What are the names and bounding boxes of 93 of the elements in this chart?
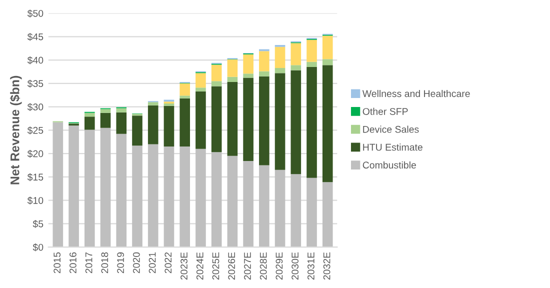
- bar: [290, 174, 302, 248]
- x-tick-label: 2024E: [196, 252, 204, 280]
- bar: [227, 82, 238, 156]
- x-tick-label: 2031E: [307, 252, 314, 280]
- bar: [164, 106, 174, 147]
- x-tick-label: 2025E: [212, 252, 220, 280]
- bar: [322, 59, 333, 66]
- bar: [196, 88, 206, 92]
- bar: [132, 116, 142, 146]
- bar: [180, 98, 190, 147]
- bar: [100, 128, 111, 248]
- bar: [196, 73, 206, 88]
- bar: [290, 43, 302, 66]
- x-tick-label: 2032E: [323, 252, 330, 280]
- legend-label: Device Sales: [363, 126, 419, 133]
- bar: [211, 81, 222, 86]
- bar: [100, 112, 111, 128]
- bar: [322, 182, 333, 248]
- y-tick-label: $35: [27, 80, 44, 88]
- y-axis-title: Net Revenue ($bn): [10, 76, 22, 184]
- bar: [116, 134, 127, 248]
- x-tick-label: 2020: [132, 252, 140, 274]
- bar: [227, 156, 238, 248]
- bar: [148, 102, 158, 106]
- x-tick-label: 2027E: [244, 252, 251, 280]
- x-tick-label: 2026E: [228, 252, 236, 280]
- legend-label: Other SFP: [362, 108, 408, 115]
- legend-label: Combustible: [362, 161, 416, 169]
- bar: [259, 51, 270, 72]
- bar: [52, 122, 64, 248]
- y-tick-label: $40: [27, 56, 44, 64]
- x-tick-label: 2030E: [292, 252, 299, 280]
- bar: [243, 54, 254, 74]
- bar: [243, 78, 254, 162]
- x-tick-label: 2017: [85, 252, 92, 274]
- bar: [306, 62, 317, 68]
- bar: [227, 76, 238, 82]
- bar: [84, 130, 95, 248]
- bar: [306, 67, 317, 178]
- bar: [290, 70, 302, 174]
- x-tick-label: 2028E: [260, 252, 267, 280]
- legend-label: HTU Estimate: [363, 144, 422, 151]
- bar: [132, 146, 142, 248]
- y-tick-label: $10: [27, 196, 44, 205]
- bar: [211, 64, 222, 82]
- x-tick-label: 2022: [164, 252, 172, 274]
- bar: [180, 96, 190, 98]
- bar: [259, 76, 270, 166]
- y-tick-label: $20: [27, 150, 44, 158]
- bar: [180, 83, 190, 96]
- x-tick-label: 2016: [70, 252, 76, 274]
- bar: [274, 73, 286, 170]
- bar: [274, 68, 286, 74]
- bar: [322, 36, 333, 60]
- bar: [274, 46, 286, 68]
- bar: [68, 126, 79, 248]
- bar: [274, 170, 286, 248]
- y-tick-label: $30: [27, 103, 44, 111]
- bar: [100, 109, 111, 113]
- legend-label: Wellness and Healthcare: [362, 90, 470, 98]
- bar: [196, 148, 206, 248]
- bar: [196, 91, 206, 149]
- bar: [211, 86, 222, 152]
- x-tick-label: 2015: [54, 252, 61, 274]
- x-tick-label: 2023E: [180, 252, 188, 280]
- bar: [148, 144, 158, 248]
- bar: [259, 71, 270, 76]
- x-tick-label: 2018: [101, 252, 108, 274]
- bar: [180, 146, 190, 248]
- bar: [243, 161, 254, 248]
- bar: [259, 165, 270, 248]
- bar: [322, 65, 333, 182]
- x-tick-label: 2019: [117, 252, 124, 274]
- bar: [148, 105, 158, 144]
- y-tick-label: $45: [27, 32, 44, 41]
- bar: [306, 178, 317, 248]
- y-tick-label: $15: [27, 173, 44, 182]
- bar: [84, 116, 95, 130]
- bar: [84, 112, 95, 117]
- y-tick-label: $5: [32, 220, 44, 228]
- bar: [227, 60, 238, 77]
- y-tick-label: $50: [27, 10, 44, 18]
- x-tick-label: 2029E: [276, 252, 283, 280]
- bar: [116, 112, 127, 134]
- bar: [306, 40, 317, 62]
- bar: [116, 108, 127, 112]
- x-tick-label: 2021: [148, 252, 156, 274]
- y-tick-label: $25: [27, 126, 44, 134]
- bar: [164, 146, 174, 248]
- bar: [211, 152, 222, 248]
- bar: [290, 65, 302, 70]
- y-tick-label: $0: [32, 243, 44, 252]
- bar: [243, 74, 254, 78]
